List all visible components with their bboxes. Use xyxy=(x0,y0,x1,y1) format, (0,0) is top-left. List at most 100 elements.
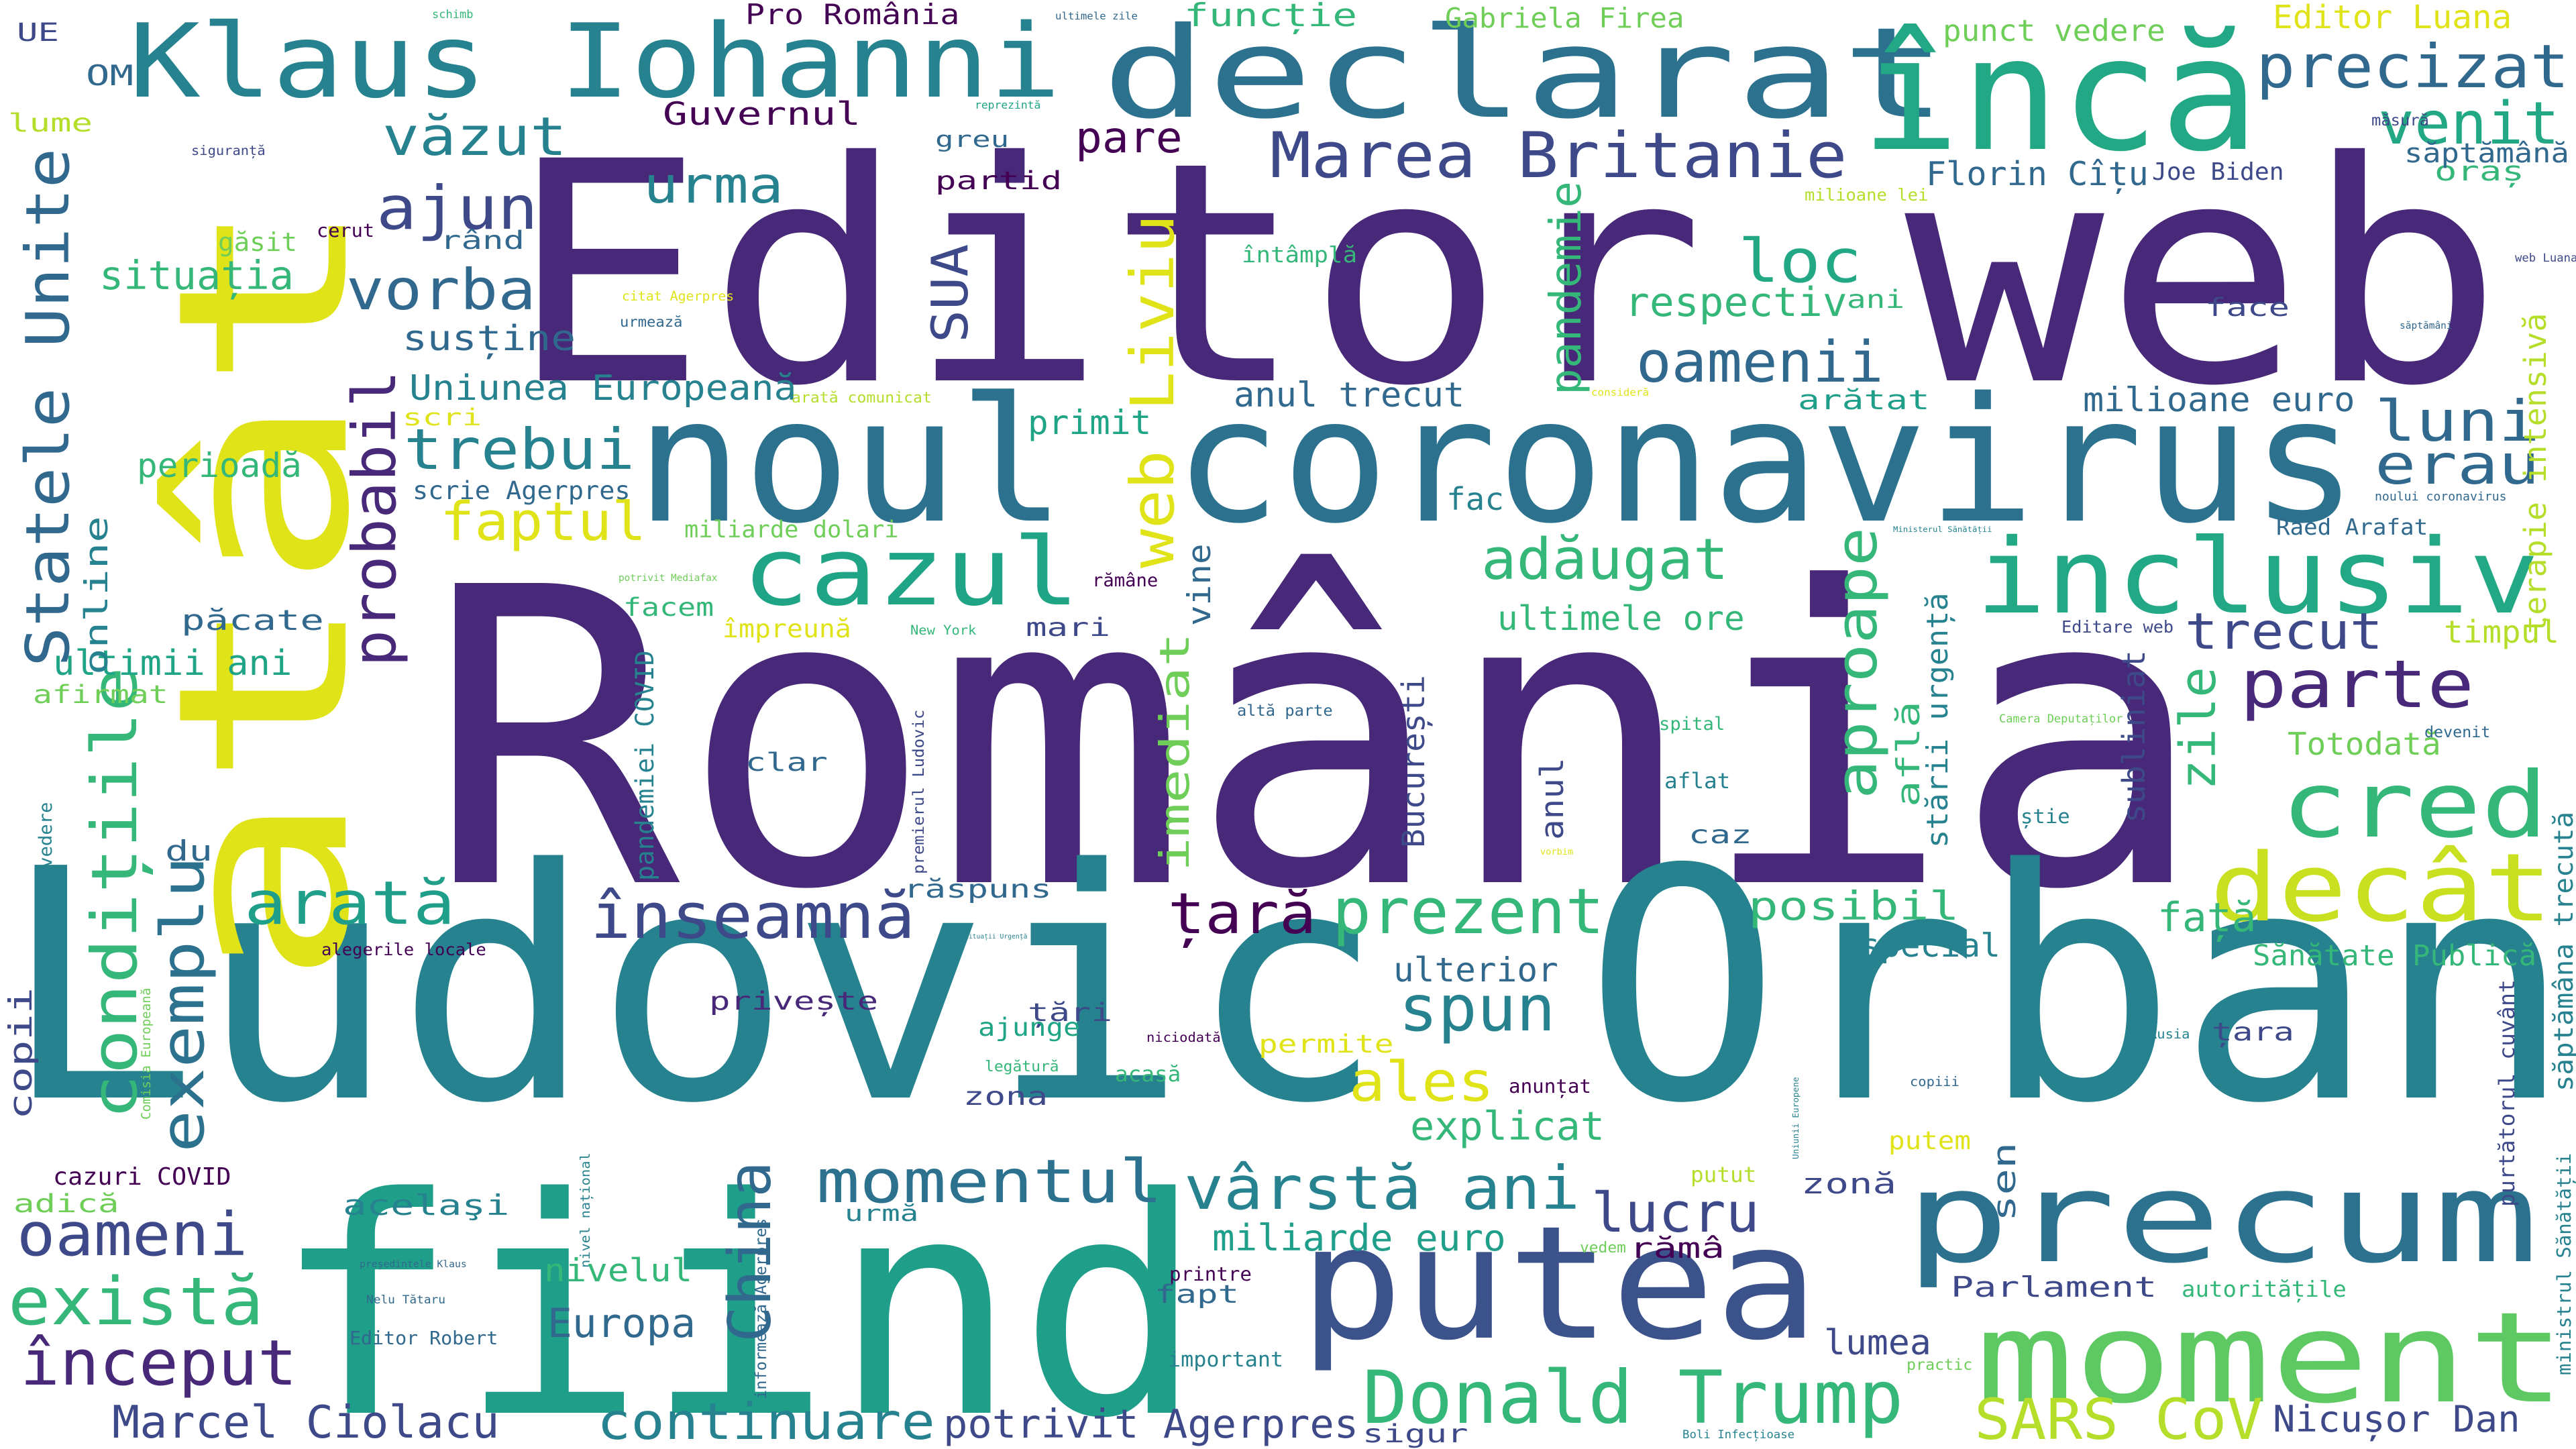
word-saptamana-trecuta: săptămâna trecută xyxy=(2548,812,2576,1092)
word-raspuns: răspuns xyxy=(904,873,1052,904)
word-facem: facem xyxy=(623,592,714,622)
word-urmeaza: urmează xyxy=(620,314,683,331)
word-guvernul: Guvernul xyxy=(663,97,861,133)
word-permite: permite xyxy=(1258,1028,1394,1059)
word-raed-arafat: Raed Arafat xyxy=(2275,513,2428,540)
word-luni: luni xyxy=(2375,388,2540,455)
word-momentul: momentul xyxy=(816,1147,1163,1216)
word-autoritatile: autoritățile xyxy=(2182,1276,2347,1303)
word-saptamana: săptămână xyxy=(2404,138,2570,169)
word-priveste: privește xyxy=(709,985,879,1016)
word-situatia: situația xyxy=(99,252,294,299)
word-urma: urmă xyxy=(844,1200,918,1226)
word-decat: decât xyxy=(2210,834,2553,944)
word-special: special xyxy=(1860,927,2001,965)
word-ales: ales xyxy=(1349,1051,1495,1114)
word-acasa: acasă xyxy=(1114,1063,1181,1087)
word-new-york: New York xyxy=(910,623,977,639)
word-avand-vedere: având vedere xyxy=(35,802,56,934)
word-probabil: probabil xyxy=(339,370,409,667)
word-practic: practic xyxy=(1906,1356,1973,1374)
word-statele-unite: Statele Unite xyxy=(12,148,83,667)
word-ultimele-zile: ultimele zile xyxy=(1055,9,1138,22)
word-presedintele-klaus: președintele Klaus xyxy=(359,1258,467,1270)
word-sen: sen xyxy=(1987,1142,2023,1222)
word-web-liviu: web Liviu xyxy=(1117,214,1187,568)
word-nivel-national: nivel național xyxy=(577,1152,593,1268)
word-fata: față xyxy=(2157,894,2257,941)
word-zona: zonă xyxy=(1801,1167,1896,1200)
word-siguranta: siguranță xyxy=(191,142,266,158)
word-rama: rămâ xyxy=(1629,1231,1725,1265)
word-cazuri-covid: cazuri COVID xyxy=(52,1163,231,1191)
word-romania: România xyxy=(425,501,2207,979)
word-klaus-iohanni: Klaus Iohanni xyxy=(128,2,1061,121)
word-anul: anul xyxy=(1535,757,1572,840)
word-ramane: rămâne xyxy=(1091,570,1158,592)
word-oameni: oameni xyxy=(16,1199,248,1269)
word-loc: loc xyxy=(1738,226,1862,296)
word-reprezinta: reprezintă xyxy=(974,99,1041,112)
word-conditiile: condițiile xyxy=(78,666,152,1120)
word-sigur: sigur xyxy=(1362,1419,1468,1449)
word-pandemiei-covid: pandemiei COVID xyxy=(630,650,659,881)
word-camera-deputatilor: Camera Deputaților xyxy=(1998,712,2123,726)
word-uniunea-europeana: Uniunea Europeană xyxy=(409,368,797,409)
word-uniunii-europene: Uniunii Europene xyxy=(1790,1077,1801,1159)
word-editor-luana: Editor Luana xyxy=(2272,0,2512,36)
word-moment: moment xyxy=(1976,1285,2567,1432)
word-ministerul-sanatatii: Ministerul Sănătății xyxy=(1893,525,1992,535)
word-editor-web: Editor web xyxy=(508,97,2504,453)
word-alta-parte: altă parte xyxy=(1236,702,1333,720)
word-online: online xyxy=(78,516,115,676)
word-donald-trump: Donald Trump xyxy=(1362,1354,1904,1440)
word-sars-cov: SARS CoV xyxy=(1974,1386,2263,1449)
word-exista: există xyxy=(8,1264,264,1341)
word-vine: vine xyxy=(1182,543,1219,626)
word-urma: urma xyxy=(643,156,784,215)
word-purtatorul-cuvant: purtătorul cuvânt xyxy=(2493,979,2520,1208)
word-milioane-euro: milioane euro xyxy=(2082,380,2355,420)
word-considera: consideră xyxy=(1591,386,1650,398)
word-copii: copii xyxy=(3,987,40,1120)
word-faptul: faptul xyxy=(440,490,647,553)
word-putut: putut xyxy=(1690,1163,1757,1187)
word-ani: ani xyxy=(1847,284,1905,314)
word-editare-web: Editare web xyxy=(2061,616,2174,637)
word-inseamna: înseamnă xyxy=(590,880,916,954)
word-inceput: început xyxy=(19,1326,297,1400)
word-primit: primit xyxy=(1027,403,1151,442)
word-respectiv: respectiv xyxy=(1624,279,1847,326)
word-arata-comunicat: arată comunicat xyxy=(792,388,932,407)
word-pandemie: pandemie xyxy=(1541,181,1592,396)
word-imediat: imediat xyxy=(1151,632,1199,871)
word-varsta-ani: vârstă ani xyxy=(1184,1153,1580,1223)
word-perioada: perioadă xyxy=(137,445,302,485)
word-potrivit-agerpres: potrivit Agerpres xyxy=(943,1400,1359,1447)
word-trebui: trebui xyxy=(404,417,635,482)
word-legatura: legătură xyxy=(984,1058,1059,1076)
word-cerut: cerut xyxy=(317,219,375,241)
word-zile: zile xyxy=(2169,667,2227,791)
word-scrie-agerpres: scrie Agerpres xyxy=(412,475,631,505)
word-punct-vedere: punct vedere xyxy=(1943,13,2165,49)
word-web-luana: web Luana xyxy=(2515,250,2576,264)
word-potrivit-mediafax: potrivit Mediafax xyxy=(618,572,718,584)
word-premierul-ludovic: premierul Ludovic xyxy=(909,710,928,875)
word-rusia: Rusia xyxy=(2149,1026,2190,1042)
word-subliniat: subliniat xyxy=(2116,650,2153,824)
word-precizat: precizat xyxy=(2256,32,2570,102)
word-terapie-intensiva: terapie intensivă xyxy=(2518,313,2554,634)
word-oras: oraș xyxy=(2434,156,2524,187)
word-acelasi: acelaşi xyxy=(343,1188,510,1222)
word-lumea: lumea xyxy=(1824,1323,1931,1364)
word-ultimele-ore: ultimele ore xyxy=(1497,599,1745,639)
word-tari: țări xyxy=(1027,997,1112,1027)
word-printre: printre xyxy=(1169,1263,1252,1285)
word-fiind: fiind xyxy=(272,1134,1204,1449)
word-ajun: ajun xyxy=(376,174,538,244)
word-milioane-lei: milioane lei xyxy=(1804,184,1928,205)
word-gasit: găsit xyxy=(217,227,297,257)
word-spital: spital xyxy=(1659,713,1725,735)
